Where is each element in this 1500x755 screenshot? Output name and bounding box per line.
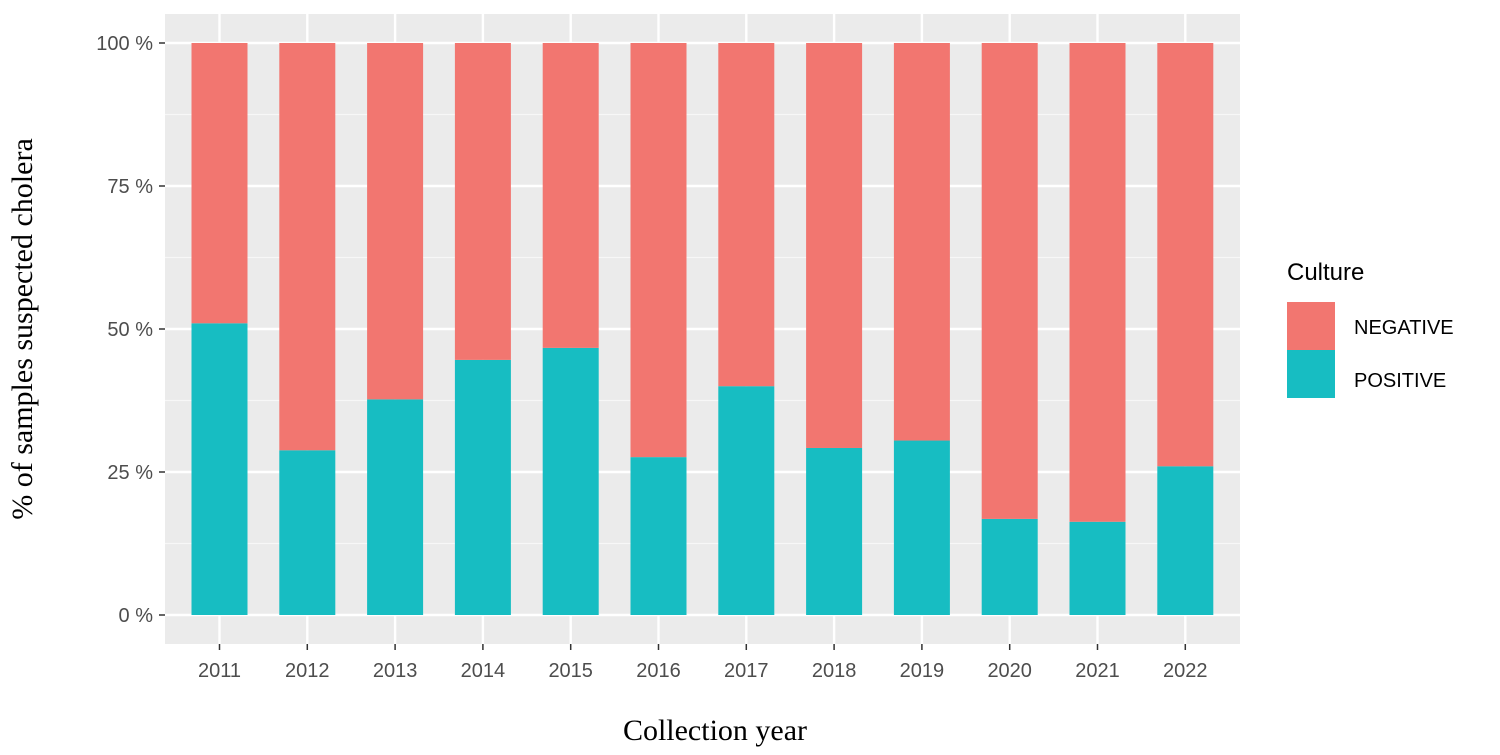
bar-positive-2014 — [454, 359, 511, 615]
bar-negative-2021 — [1069, 43, 1126, 522]
bar-positive-2015 — [542, 347, 599, 615]
bar-negative-2019 — [893, 43, 950, 441]
bar-positive-2018 — [806, 447, 863, 615]
x-tick-label: 2022 — [1163, 660, 1208, 682]
x-tick-label: 2021 — [1075, 660, 1120, 682]
bar-positive-2012 — [279, 450, 336, 615]
legend-label-negative: NEGATIVE — [1354, 317, 1454, 339]
x-axis-ticks: 2011 2012 2013 2014 2015 2016 2017 2018 2019 2020… — [198, 644, 1208, 682]
bar-positive-2017 — [718, 386, 775, 615]
bar-negative-2013 — [367, 43, 424, 400]
y-tick-label: 100 % — [96, 33, 153, 55]
y-tick-label: 75 % — [107, 176, 153, 198]
bar-positive-2013 — [367, 399, 424, 615]
x-tick-label: 2019 — [900, 660, 945, 682]
legend-label-positive: POSITIVE — [1354, 370, 1446, 392]
y-axis-title: % of samples suspected cholera — [6, 138, 39, 520]
bar-negative-2016 — [630, 43, 687, 458]
x-tick-label: 2016 — [636, 660, 681, 682]
legend-title: Culture — [1287, 259, 1364, 286]
bar-positive-2019 — [893, 440, 950, 615]
bar-positive-2011 — [191, 323, 248, 615]
bar-negative-2017 — [718, 43, 775, 387]
bar-negative-2020 — [981, 43, 1038, 519]
bar-positive-2022 — [1157, 466, 1214, 615]
y-axis-ticks: 0 % 25 % 50 % 75 % 100 % — [96, 33, 165, 627]
x-tick-label: 2011 — [198, 660, 241, 682]
bar-negative-2014 — [454, 43, 511, 360]
legend: Culture NEGATIVE POSITIVE — [1287, 259, 1454, 398]
bar-negative-2015 — [542, 43, 599, 348]
x-tick-label: 2014 — [461, 660, 506, 682]
y-tick-label: 0 % — [119, 605, 154, 627]
legend-swatch-positive — [1287, 350, 1335, 398]
x-axis-title: Collection year — [623, 714, 807, 747]
x-tick-label: 2013 — [373, 660, 418, 682]
bar-negative-2012 — [279, 43, 336, 451]
x-tick-label: 2017 — [724, 660, 769, 682]
x-tick-label: 2020 — [987, 660, 1032, 682]
bar-negative-2018 — [806, 43, 863, 448]
legend-swatch-negative — [1287, 302, 1335, 350]
bars-group — [191, 43, 1214, 615]
y-tick-label: 50 % — [107, 319, 153, 341]
bar-positive-2020 — [981, 518, 1038, 615]
bar-negative-2011 — [191, 43, 248, 324]
x-tick-label: 2015 — [548, 660, 593, 682]
y-tick-label: 25 % — [107, 462, 153, 484]
x-tick-label: 2012 — [285, 660, 330, 682]
bar-negative-2022 — [1157, 43, 1214, 467]
bar-positive-2021 — [1069, 521, 1126, 615]
bar-positive-2016 — [630, 457, 687, 615]
x-tick-label: 2018 — [812, 660, 857, 682]
